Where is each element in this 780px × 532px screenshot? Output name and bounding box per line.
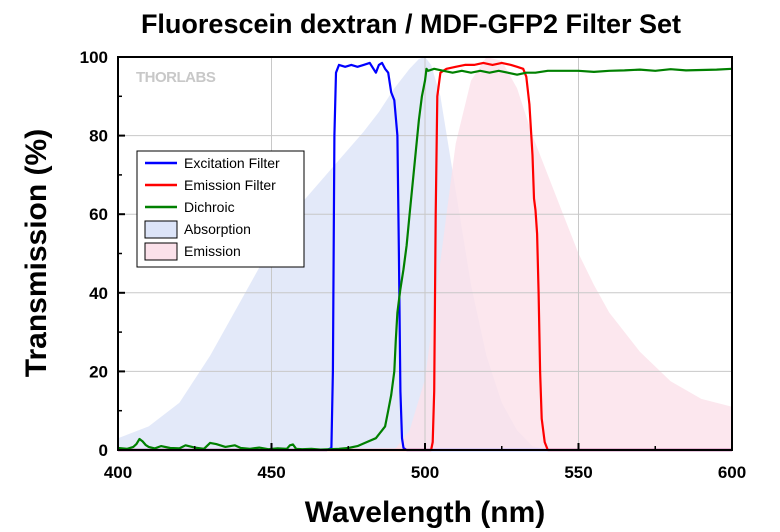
x-axis-title: Wavelength (nm)	[305, 496, 546, 529]
x-tick-label: 450	[257, 463, 285, 482]
legend-label-dichroic: Dichroic	[184, 199, 235, 215]
y-tick-label: 0	[99, 441, 108, 460]
y-tick-label: 80	[89, 127, 108, 146]
x-tick-label: 400	[104, 463, 132, 482]
x-tick-label: 500	[411, 463, 439, 482]
legend-label-excitation-filter: Excitation Filter	[184, 155, 280, 171]
line-series-group	[117, 61, 733, 452]
y-tick-label: 20	[89, 362, 108, 381]
watermark-text: THORLABS	[136, 69, 216, 86]
legend-label-emission-filter: Emission Filter	[184, 177, 276, 193]
series-line-emission-filter	[118, 61, 732, 452]
legend-swatch-absorption	[144, 220, 178, 239]
y-tick-label: 60	[89, 205, 108, 224]
y-tick-label: 100	[80, 48, 108, 67]
y-axis-title: Transmission (%)	[20, 129, 53, 377]
x-tick-label: 550	[564, 463, 592, 482]
tick-labels: 400 450 500 550 600 0 20 40 60 80 100	[80, 48, 747, 482]
watermark-logo: THORLABS	[136, 69, 216, 86]
y-tick-label: 40	[89, 284, 108, 303]
chart-title: Fluorescein dextran / MDF-GFP2 Filter Se…	[141, 9, 681, 39]
legend-label-absorption: Absorption	[184, 221, 251, 237]
x-tick-label: 600	[718, 463, 746, 482]
legend: Excitation Filter Emission Filter Dichroic…	[136, 150, 305, 268]
legend-label-emission: Emission	[184, 243, 241, 259]
legend-swatch-emission	[144, 242, 178, 261]
series-line-excitation-filter	[118, 61, 732, 452]
series-line-dichroic	[117, 67, 733, 451]
ticks	[117, 56, 733, 451]
